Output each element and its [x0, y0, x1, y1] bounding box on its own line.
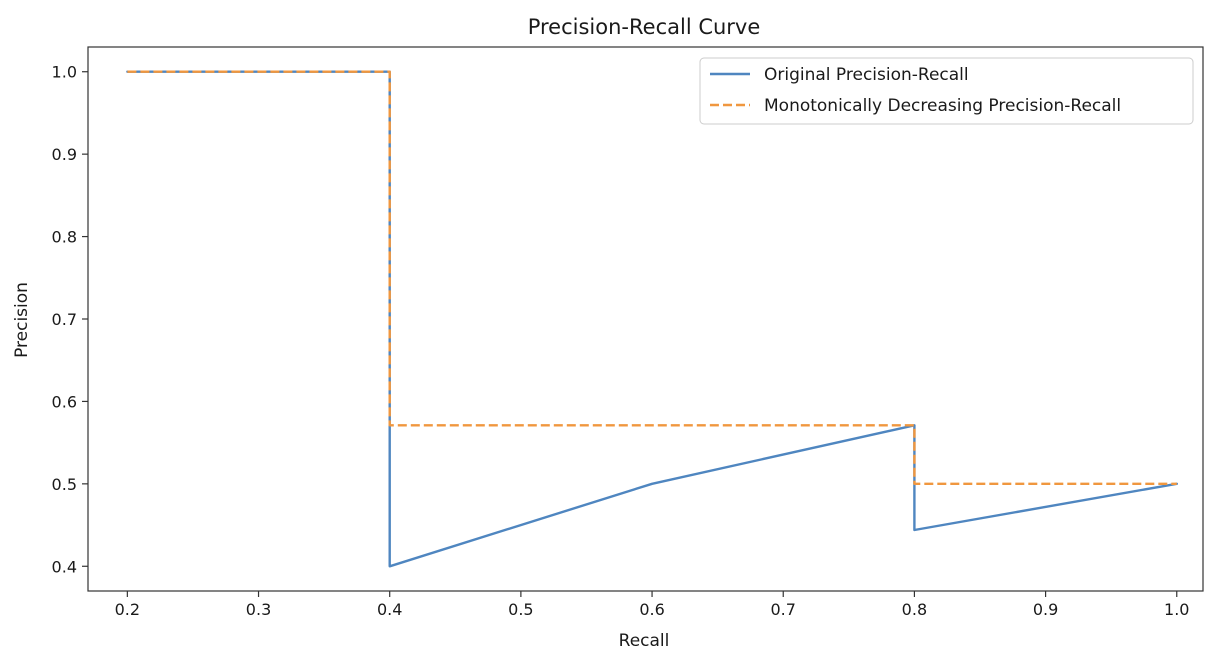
x-tick-label: 1.0	[1164, 600, 1189, 619]
x-tick-label: 0.5	[508, 600, 533, 619]
x-axis-ticks: 0.2 0.3 0.4 0.5 0.6 0.7 0.8 0.9 1.0	[115, 591, 1189, 619]
x-tick-label: 0.6	[639, 600, 664, 619]
chart-title: Precision-Recall Curve	[528, 15, 761, 39]
legend-label-2: Monotonically Decreasing Precision-Recal…	[764, 96, 1121, 116]
y-tick-label: 1.0	[52, 63, 77, 82]
y-axis-ticks: 0.4 0.5 0.6 0.7 0.8 0.9 1.0	[52, 63, 88, 576]
y-tick-label: 0.6	[52, 392, 77, 411]
x-tick-label: 0.7	[771, 600, 796, 619]
legend: Original Precision-Recall Monotonically D…	[699, 57, 1194, 125]
y-tick-label: 0.8	[52, 228, 77, 247]
x-axis-label: Recall	[619, 631, 670, 651]
y-tick-label: 0.4	[52, 557, 77, 576]
x-tick-label: 0.9	[1033, 600, 1058, 619]
x-tick-label: 0.8	[902, 600, 927, 619]
y-tick-label: 0.5	[52, 475, 77, 494]
y-tick-label: 0.7	[52, 310, 77, 329]
series-line-2	[127, 70, 1177, 485]
x-tick-label: 0.4	[377, 600, 402, 619]
legend-label-1: Original Precision-Recall	[764, 65, 969, 85]
series-line-1	[126, 70, 1179, 568]
x-tick-label: 0.2	[115, 600, 140, 619]
plot-area	[126, 70, 1179, 568]
legend-box	[699, 57, 1194, 125]
y-axis-label: Precision	[12, 282, 32, 358]
x-tick-label: 0.3	[246, 600, 271, 619]
y-tick-label: 0.9	[52, 145, 77, 164]
